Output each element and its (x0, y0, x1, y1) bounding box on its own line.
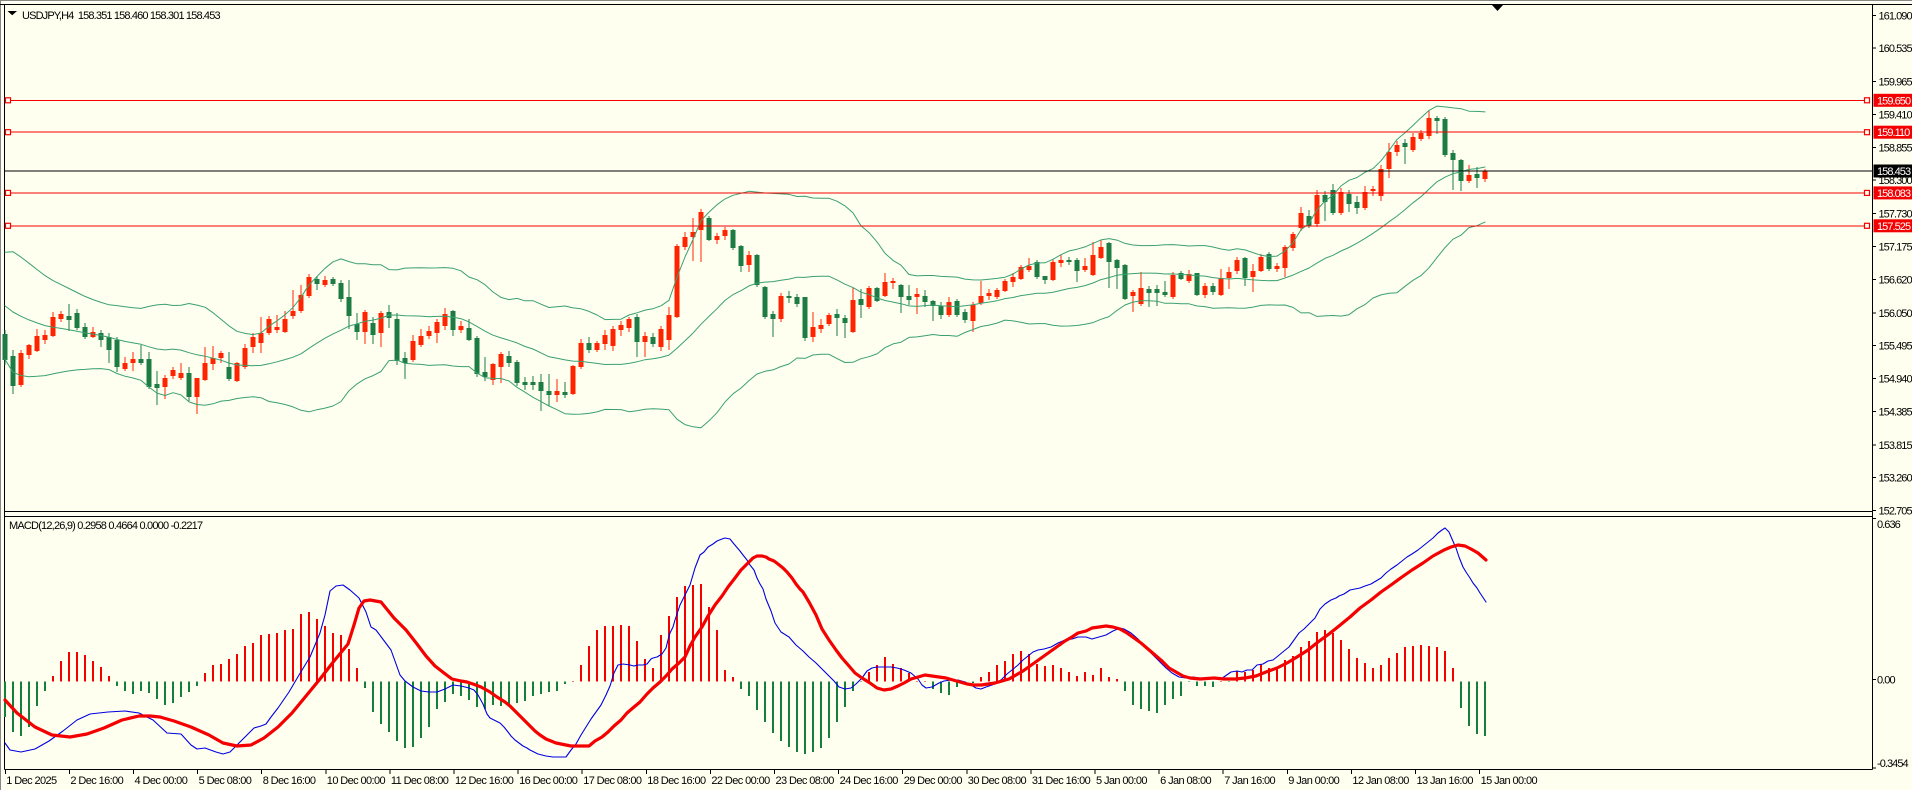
svg-text:159.110: 159.110 (1877, 127, 1910, 139)
svg-text:7 Jan 16:00: 7 Jan 16:00 (1224, 775, 1275, 787)
svg-text:11 Dec 08:00: 11 Dec 08:00 (391, 775, 449, 787)
svg-text:158.855: 158.855 (1879, 142, 1912, 154)
svg-text:157.730: 157.730 (1879, 209, 1912, 221)
svg-text:12 Jan 08:00: 12 Jan 08:00 (1352, 775, 1409, 787)
svg-text:USDJPY,H4 158.351 158.460 158: USDJPY,H4 158.351 158.460 158.301 158.45… (22, 10, 220, 22)
svg-text:29 Dec 00:00: 29 Dec 00:00 (904, 775, 963, 787)
svg-text:154.385: 154.385 (1879, 406, 1912, 418)
svg-text:159.965: 159.965 (1879, 77, 1912, 89)
svg-text:158.300: 158.300 (1879, 175, 1912, 187)
svg-text:152.705: 152.705 (1879, 506, 1912, 518)
svg-text:4 Dec 00:00: 4 Dec 00:00 (135, 775, 188, 787)
svg-text:158.083: 158.083 (1877, 188, 1911, 200)
svg-text:157.525: 157.525 (1877, 221, 1911, 233)
svg-text:18 Dec 16:00: 18 Dec 16:00 (647, 775, 706, 787)
svg-text:9 Jan 00:00: 9 Jan 00:00 (1288, 775, 1339, 787)
svg-text:158.453: 158.453 (1877, 166, 1911, 178)
svg-text:24 Dec 16:00: 24 Dec 16:00 (840, 775, 899, 787)
svg-text:12 Dec 16:00: 12 Dec 16:00 (455, 775, 514, 787)
svg-text:8 Dec 16:00: 8 Dec 16:00 (263, 775, 316, 787)
svg-text:0.00: 0.00 (1877, 674, 1895, 686)
svg-text:MACD(12,26,9) 0.2958 0.4664 0.: MACD(12,26,9) 0.2958 0.4664 0.0000 -0.22… (9, 520, 203, 532)
svg-text:31 Dec 16:00: 31 Dec 16:00 (1032, 775, 1091, 787)
svg-text:17 Dec 08:00: 17 Dec 08:00 (583, 775, 642, 787)
svg-text:1 Dec 2025: 1 Dec 2025 (6, 775, 57, 787)
svg-text:-0.3454: -0.3454 (1877, 758, 1908, 770)
svg-text:156.050: 156.050 (1879, 308, 1912, 320)
svg-text:157.175: 157.175 (1879, 242, 1912, 254)
svg-text:5 Jan 00:00: 5 Jan 00:00 (1096, 775, 1147, 787)
svg-text:2 Dec 16:00: 2 Dec 16:00 (70, 775, 123, 787)
svg-text:6 Jan 08:00: 6 Jan 08:00 (1160, 775, 1211, 787)
svg-text:160.535: 160.535 (1879, 43, 1912, 55)
svg-text:154.940: 154.940 (1879, 374, 1912, 386)
svg-text:15 Jan 00:00: 15 Jan 00:00 (1481, 775, 1538, 787)
svg-text:5 Dec 08:00: 5 Dec 08:00 (199, 775, 252, 787)
svg-text:0.636: 0.636 (1877, 519, 1901, 531)
svg-text:153.815: 153.815 (1879, 440, 1912, 452)
svg-text:156.620: 156.620 (1879, 274, 1912, 286)
svg-text:161.090: 161.090 (1879, 10, 1912, 22)
svg-text:155.495: 155.495 (1879, 341, 1912, 353)
svg-text:159.650: 159.650 (1877, 95, 1911, 107)
svg-text:23 Dec 08:00: 23 Dec 08:00 (776, 775, 835, 787)
svg-text:22 Dec 00:00: 22 Dec 00:00 (711, 775, 770, 787)
svg-text:13 Jan 16:00: 13 Jan 16:00 (1417, 775, 1474, 787)
svg-text:30 Dec 08:00: 30 Dec 08:00 (968, 775, 1027, 787)
svg-text:153.260: 153.260 (1879, 473, 1912, 485)
svg-text:159.410: 159.410 (1879, 110, 1912, 122)
svg-text:16 Dec 00:00: 16 Dec 00:00 (519, 775, 578, 787)
svg-text:10 Dec 00:00: 10 Dec 00:00 (327, 775, 386, 787)
